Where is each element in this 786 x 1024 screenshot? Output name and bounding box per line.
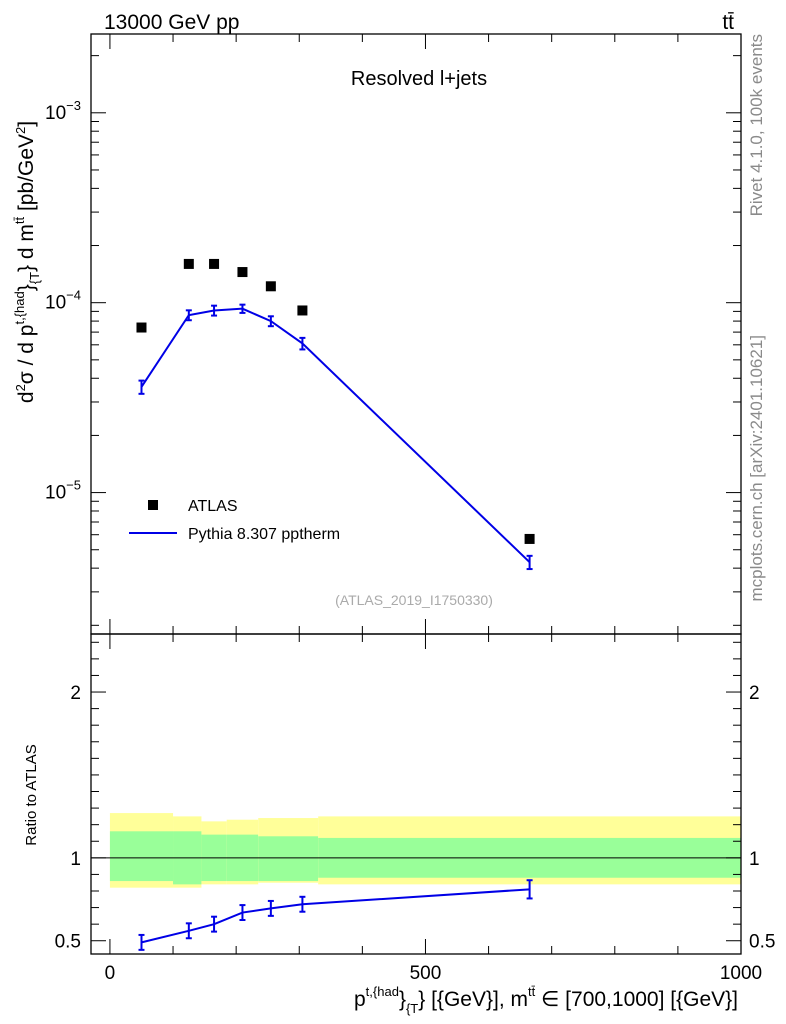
legend-marker-atlas [148,500,158,510]
mc-series-main [138,303,533,571]
header-left-title: 13000 GeV pp [104,11,239,34]
ratio-y-label: Ratio to ATLAS [23,744,40,845]
rivet-label: Rivet 4.1.0, 100k events [747,34,766,216]
data-point [136,322,147,333]
main-y-tick-label: 10−3 [45,98,81,124]
x-tick-label: 0 [105,963,116,984]
ratio-y-tick-label-right: 1 [749,849,760,870]
x-tick-label: 1000 [720,963,762,984]
ratio-y-tick-label-right: 0.5 [749,932,775,953]
ratio-panel: 0.5 0.5 1 1 2 2 0 500 1000 Ratio to ATLAS [23,633,776,984]
ratio-x-tick-labels: 0 500 1000 [105,963,762,984]
main-panel: Resolved l+jets (ATLAS_2019_I1750330) 10… [12,33,742,635]
data-point [265,281,276,292]
ratio-y-tick-label: 2 [70,683,81,704]
ratio-x-ticks [109,634,742,954]
legend-label-pythia: Pythia 8.307 pptherm [188,526,340,543]
analysis-id: (ATLAS_2019_I1750330) [335,592,493,608]
mc-line [140,307,531,563]
main-frame [90,33,742,635]
header-right-title: tt̄ [722,11,734,34]
ratio-y-tick-labels: 0.5 0.5 1 1 2 2 [55,683,776,953]
ratio-y-tick-label: 0.5 [55,932,81,953]
main-y-tick-labels: 10−5 10−4 10−3 [45,98,81,504]
data-point [524,533,535,544]
main-title: Resolved l+jets [351,68,487,90]
main-y-label: d2σ / d pt,{had}{T} d mtt̄ [pb/GeV2] [12,121,42,403]
legend: ATLAS Pythia 8.307 pptherm [129,498,340,543]
x-tick-label: 500 [410,963,442,984]
band-inner [258,836,319,882]
uncertainty-bands [109,813,741,888]
main-y-tick-label: 10−4 [45,288,81,314]
data-point [237,267,248,278]
mc-series-ratio [138,879,533,951]
main-x-ticks [109,34,742,634]
data-series [136,258,535,544]
band-inner [109,831,174,882]
data-point [183,258,194,269]
x-axis-label: pt,{had}{T} [{GeV}], mtt̄ ∈ [700,1000] [… [354,984,738,1016]
ratio-y-ticks [91,641,741,942]
data-point [297,305,308,316]
mc-ratio-line [141,888,530,944]
ratio-y-tick-label: 1 [70,849,81,870]
main-y-tick-label: 10−5 [45,478,81,504]
ratio-y-tick-label-right: 2 [749,683,760,704]
mcplots-label: mcplots.cern.ch [arXiv:2401.10621] [747,335,766,601]
data-point [209,258,220,269]
legend-label-atlas: ATLAS [188,498,238,515]
ratio-frame [90,633,742,955]
main-y-ticks [91,55,741,626]
